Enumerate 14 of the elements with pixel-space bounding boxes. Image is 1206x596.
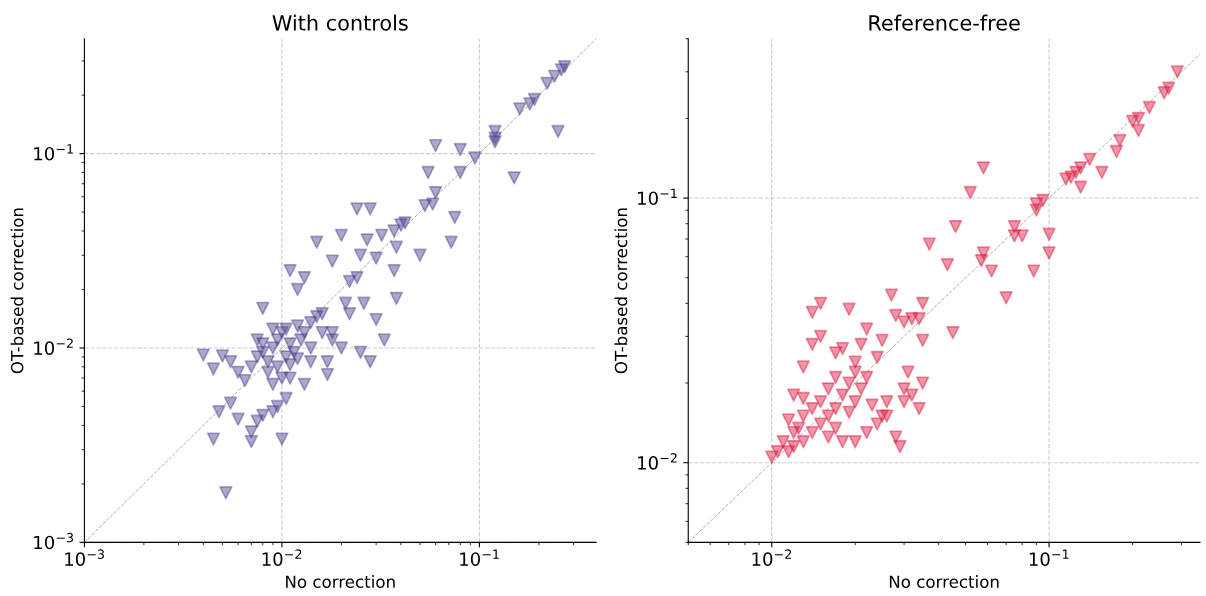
y-axis-title: OT-based correction xyxy=(10,208,24,374)
y-tick-label: 10$^{−2}$ xyxy=(34,338,73,355)
x-axis-title: No correction xyxy=(889,575,999,589)
x-tick-label: 10$^{−2}$ xyxy=(752,549,792,566)
x-tick-label: 10$^{−1}$ xyxy=(1029,549,1069,566)
x-tick-label: 10$^{−3}$ xyxy=(65,549,104,566)
y-tick-label: 10$^{−1}$ xyxy=(34,144,73,161)
y-axis-title: OT-based correction xyxy=(614,208,628,374)
x-axis-title: No correction xyxy=(286,575,395,589)
y-tick-label: 10$^{−3}$ xyxy=(34,532,74,550)
chart-title: With controls xyxy=(272,14,408,31)
x-tick-label: 10$^{−2}$ xyxy=(262,549,302,566)
x-tick-label: 10$^{−1}$ xyxy=(460,549,499,566)
chart-title: Reference-free xyxy=(869,14,1020,31)
